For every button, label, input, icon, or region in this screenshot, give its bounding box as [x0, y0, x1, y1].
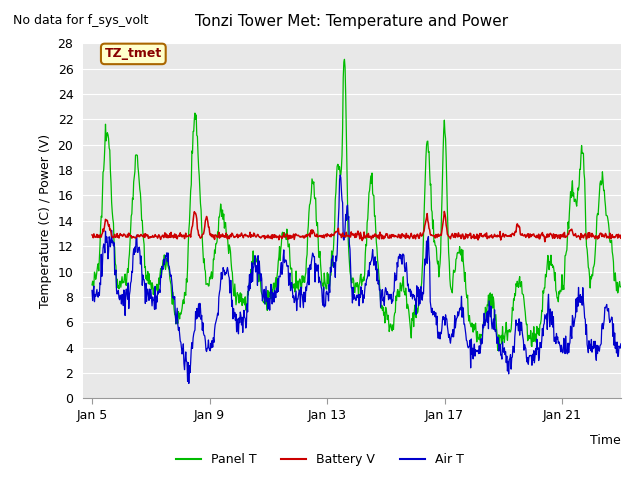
Legend: Panel T, Battery V, Air T: Panel T, Battery V, Air T [171, 448, 469, 471]
Y-axis label: Temperature (C) / Power (V): Temperature (C) / Power (V) [39, 134, 52, 308]
Text: TZ_tmet: TZ_tmet [105, 48, 162, 60]
Text: Time: Time [590, 434, 621, 447]
Text: Tonzi Tower Met: Temperature and Power: Tonzi Tower Met: Temperature and Power [195, 14, 509, 29]
Text: No data for f_sys_volt: No data for f_sys_volt [13, 14, 148, 27]
